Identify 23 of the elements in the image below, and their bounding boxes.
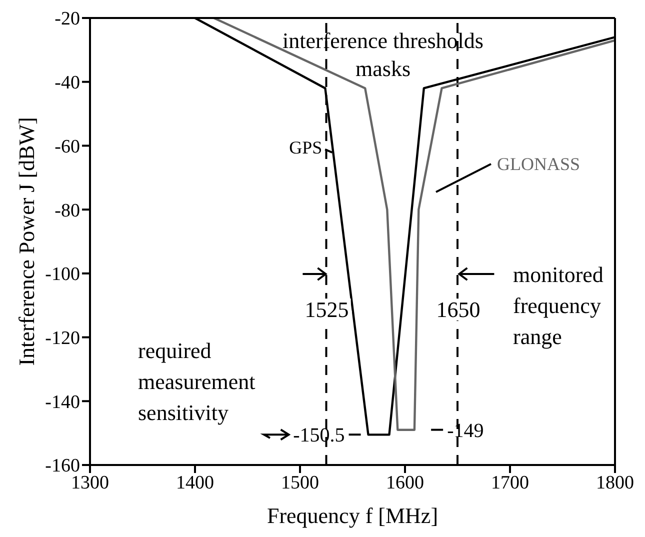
series-label: GPS: [289, 137, 322, 158]
annotation: -150.5: [293, 424, 345, 447]
y-tick-label: -120: [45, 328, 80, 350]
x-tick-label: 1700: [491, 472, 529, 494]
y-tick-label: -20: [54, 8, 80, 30]
y-tick-label: -100: [45, 264, 80, 286]
y-tick-label: -40: [54, 72, 80, 94]
y-tick-label: -60: [54, 136, 80, 158]
annotation: required measurement sensitivity: [138, 338, 256, 425]
y-tick-label: -80: [54, 200, 80, 222]
x-tick-label: 1500: [281, 472, 319, 494]
x-tick-label: 1600: [386, 472, 424, 494]
annotation: -149: [447, 420, 484, 442]
y-axis-title: Interference Power J [dBW]: [14, 117, 39, 366]
x-axis-title: Frequency f [MHz]: [266, 503, 438, 528]
x-tick-label: 1400: [176, 472, 214, 494]
ref-line-label: 1525: [304, 297, 349, 322]
annotation: monitored frequency range: [513, 262, 604, 349]
y-tick-label: -140: [45, 392, 80, 413]
annotation: interference thresholds masks: [282, 28, 484, 81]
ref-line-label: 1650: [436, 297, 480, 322]
x-tick-label: 1800: [596, 472, 634, 494]
text: GLONASS: [497, 154, 580, 174]
